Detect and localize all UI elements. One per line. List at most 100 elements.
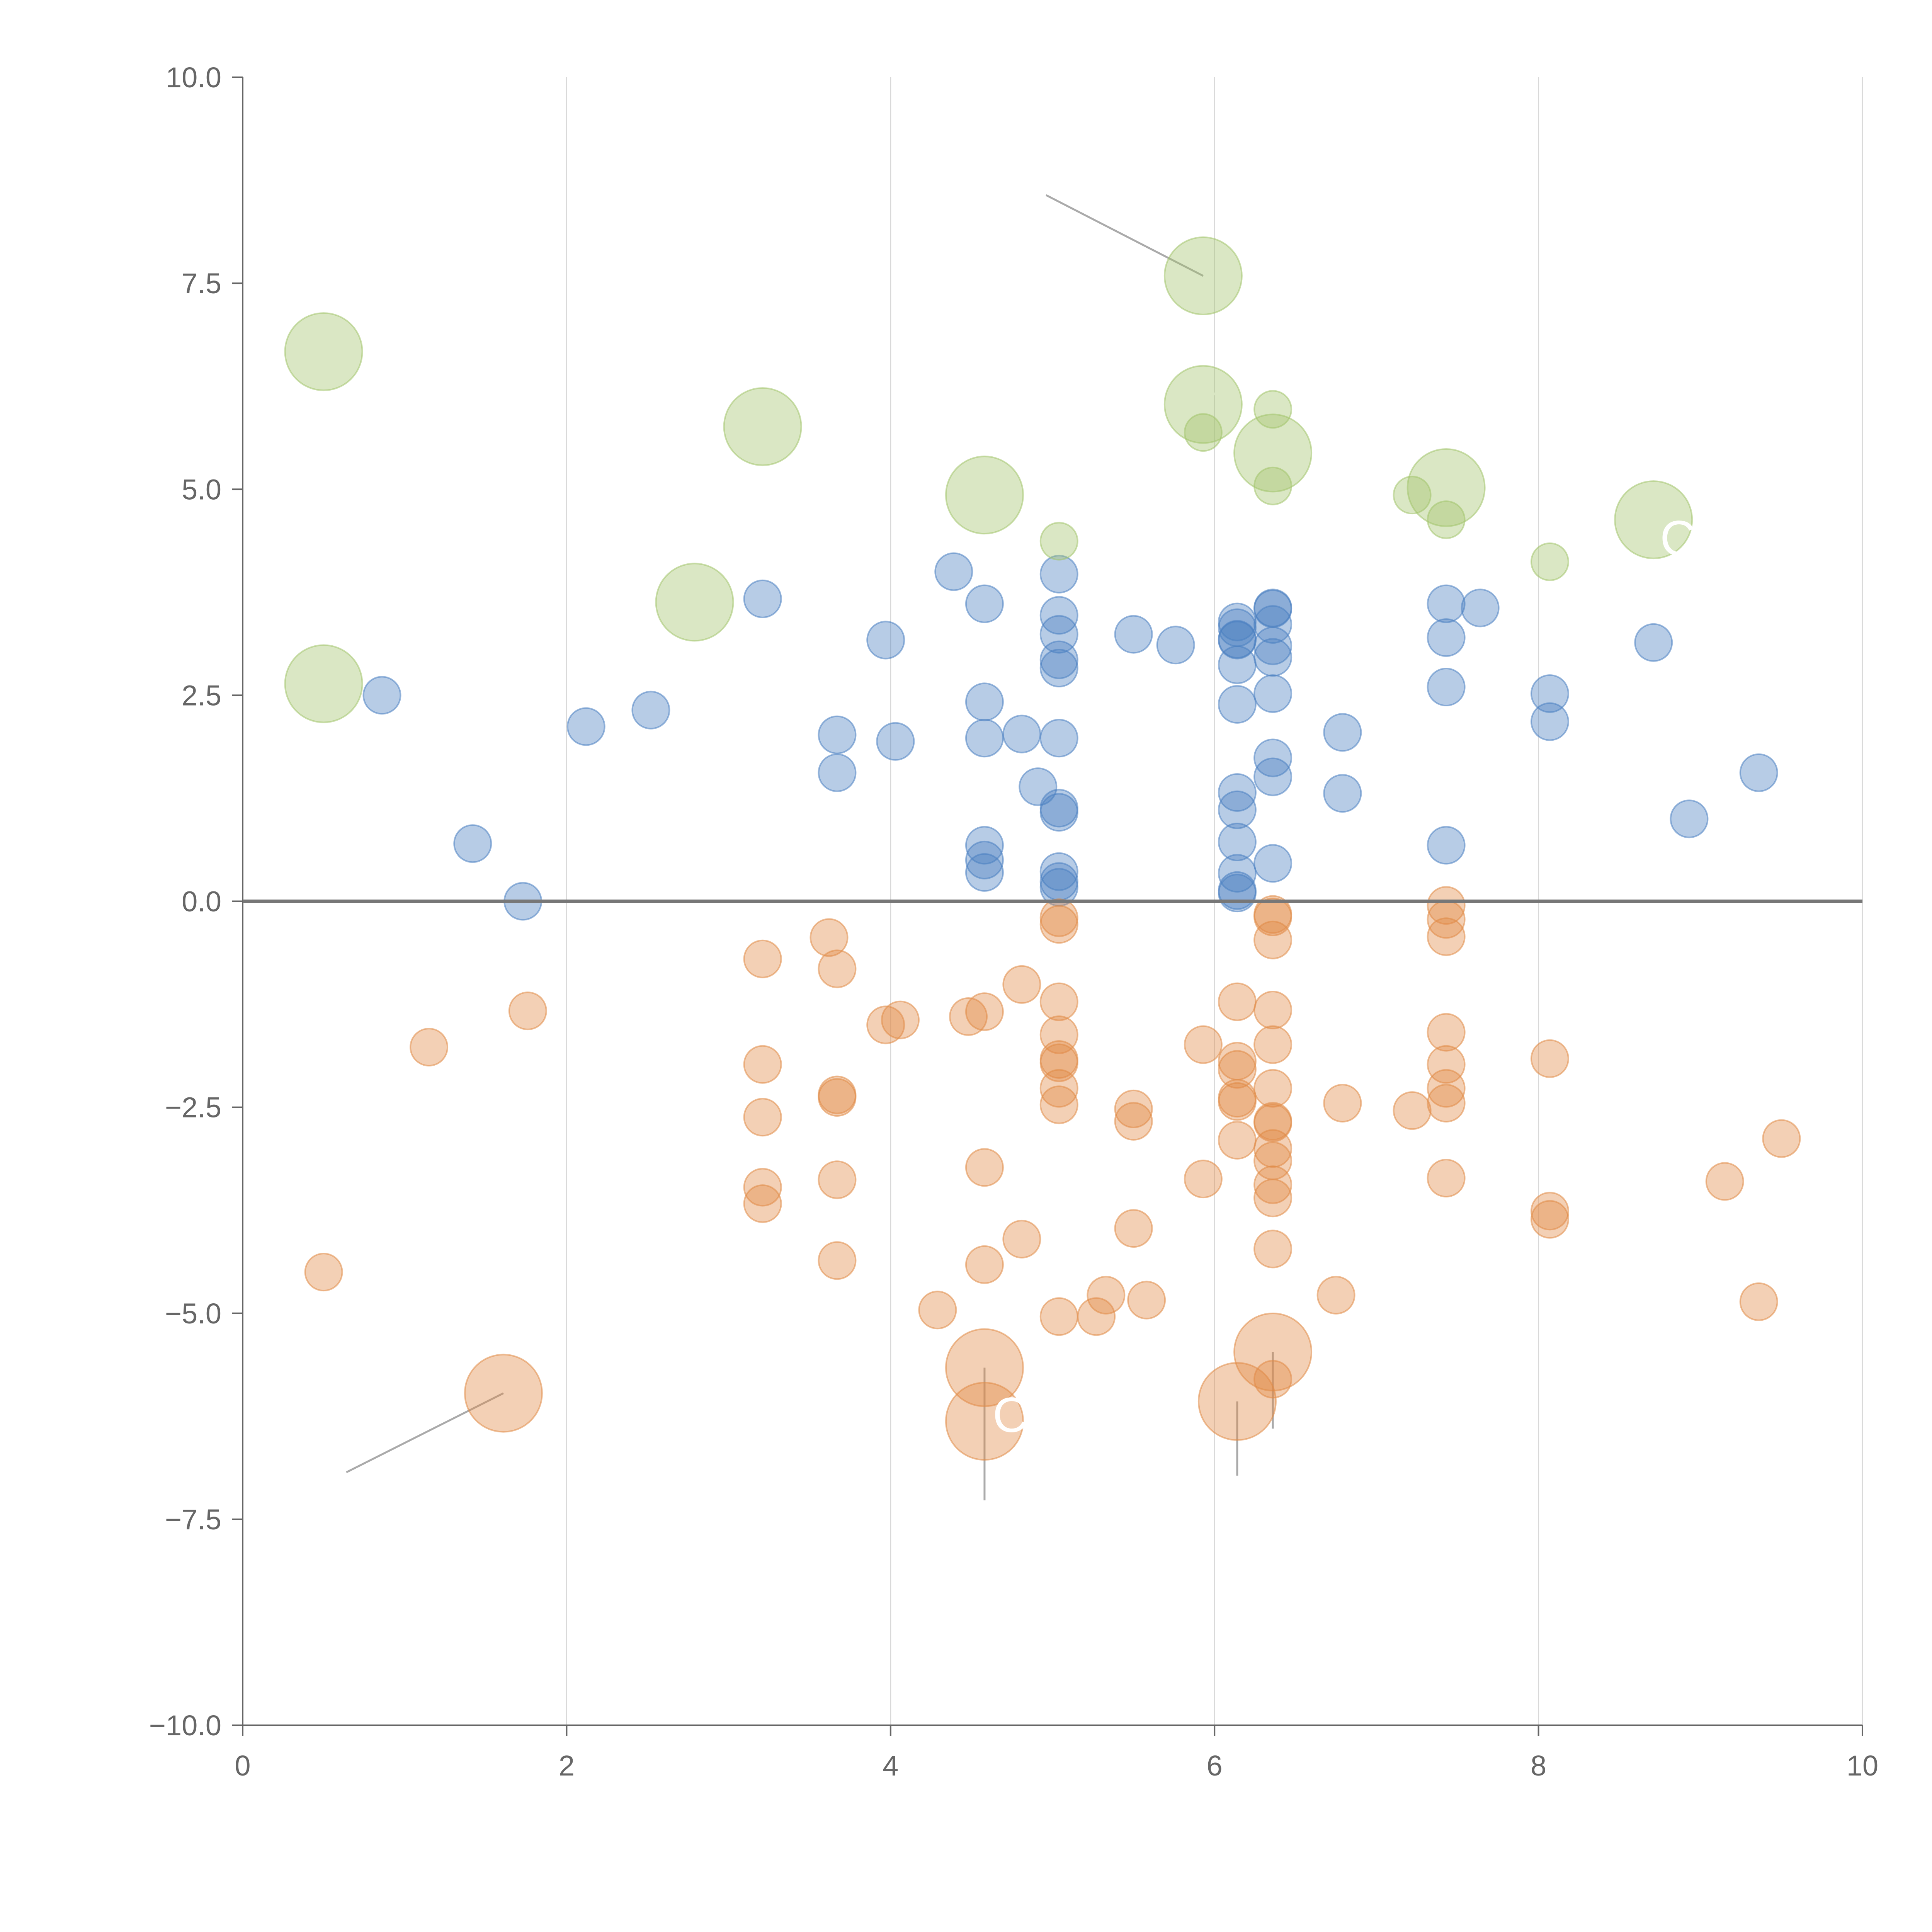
positive-point <box>1218 822 1257 861</box>
negative-point <box>743 1184 782 1223</box>
negative-point <box>304 1253 343 1292</box>
positive-point <box>965 840 1004 879</box>
negative-point <box>818 949 857 988</box>
x-tick-label: 2 <box>559 1750 575 1782</box>
annotations: CC <box>993 511 1696 1443</box>
positive-point <box>1530 702 1569 741</box>
positive-point <box>743 579 782 618</box>
negative-point <box>818 1078 857 1117</box>
positive-point <box>1039 554 1078 594</box>
y-tick-label: 10.0 <box>166 61 221 94</box>
positive-highlight-point <box>1039 522 1078 561</box>
negative-point <box>1039 1085 1078 1124</box>
negative-point <box>1253 898 1293 937</box>
positive-point <box>1039 852 1078 891</box>
positive-highlight-point <box>1163 236 1243 315</box>
negative-point <box>1739 1282 1778 1321</box>
leader-line <box>1272 452 1281 469</box>
negative-point <box>818 1160 857 1199</box>
negative-point <box>866 1005 905 1044</box>
negative-point <box>1253 1165 1293 1204</box>
positive-highlight-point <box>284 644 363 723</box>
positive-point <box>631 690 670 730</box>
positive-point <box>1670 799 1709 838</box>
negative-point <box>1316 1276 1355 1315</box>
positive-point <box>965 826 1004 865</box>
negative-point <box>1705 1162 1744 1201</box>
positive-point <box>1461 588 1500 628</box>
negative-point <box>1253 920 1293 959</box>
positive-point <box>1019 767 1058 806</box>
data-points <box>284 236 1801 1461</box>
negative-point <box>965 992 1004 1031</box>
leader-line <box>1446 473 1463 488</box>
positive-point <box>866 621 905 660</box>
negative-point <box>918 1291 957 1330</box>
negative-point <box>1427 886 1466 925</box>
negative-highlight-point <box>945 1382 1024 1461</box>
negative-point <box>1427 1083 1466 1122</box>
positive-point <box>1039 719 1078 758</box>
positive-highlight-point <box>1233 413 1313 493</box>
negative-point <box>1002 1219 1041 1259</box>
positive-point <box>965 853 1004 892</box>
positive-point <box>1218 854 1257 893</box>
negative-point <box>1218 982 1257 1021</box>
positive-point <box>1218 685 1257 724</box>
negative-point <box>949 997 988 1036</box>
annotation-label: C <box>993 1388 1028 1443</box>
negative-point <box>1218 1050 1257 1089</box>
positive-highlight-point <box>723 387 802 466</box>
negative-point <box>1253 1230 1293 1269</box>
x-tick-label: 4 <box>883 1750 898 1782</box>
x-tick-label: 0 <box>235 1750 250 1782</box>
positive-point <box>1114 615 1153 654</box>
leader-line <box>1653 519 1677 536</box>
negative-point <box>1253 990 1293 1029</box>
negative-point <box>743 1045 782 1084</box>
positive-point <box>1002 714 1041 753</box>
positive-highlight-point <box>1253 466 1293 505</box>
negative-point <box>1762 1119 1801 1158</box>
negative-highlight-point <box>464 1354 543 1433</box>
positive-point <box>1427 584 1466 623</box>
positive-point <box>1218 645 1257 684</box>
positive-highlight-point <box>284 312 363 391</box>
negative-point <box>1039 1069 1078 1108</box>
positive-point <box>1253 626 1293 665</box>
leader-lines <box>346 194 1677 1500</box>
negative-point <box>1218 1121 1257 1160</box>
y-tick-label: 5.0 <box>182 473 221 505</box>
positive-highlight-point <box>1427 500 1466 539</box>
negative-point <box>1039 1297 1078 1336</box>
positive-point <box>1427 668 1466 707</box>
negative-point <box>1077 1297 1116 1336</box>
positive-highlight-point <box>1406 448 1486 527</box>
negative-point <box>810 918 849 957</box>
negative-point <box>818 1241 857 1280</box>
negative-point <box>1530 1039 1569 1078</box>
positive-point <box>1218 773 1257 812</box>
positive-highlight-point <box>655 563 734 642</box>
tick-labels: 10.0 7.5 5.0 2.5 0.0 −2.5 −5.0 −7.5 −10.0 0 2 4 6 8 10 <box>149 61 1878 1782</box>
negative-point <box>1253 1179 1293 1218</box>
negative-point <box>1114 1209 1153 1248</box>
negative-point <box>1427 1045 1466 1084</box>
negative-point <box>881 1000 920 1039</box>
positive-point <box>1530 674 1569 713</box>
negative-point <box>410 1027 449 1066</box>
positive-highlight-point <box>1184 413 1223 452</box>
x-tick-label: 8 <box>1531 1750 1546 1782</box>
positive-point <box>453 824 492 863</box>
positive-point <box>934 552 973 591</box>
y-tick-label: 7.5 <box>182 267 221 299</box>
positive-point <box>1739 753 1778 792</box>
positive-point <box>965 719 1004 758</box>
positive-point <box>1427 826 1466 865</box>
negative-point <box>965 1148 1004 1187</box>
positive-point <box>566 707 605 746</box>
negative-point <box>1039 982 1078 1021</box>
positive-point <box>362 676 401 715</box>
